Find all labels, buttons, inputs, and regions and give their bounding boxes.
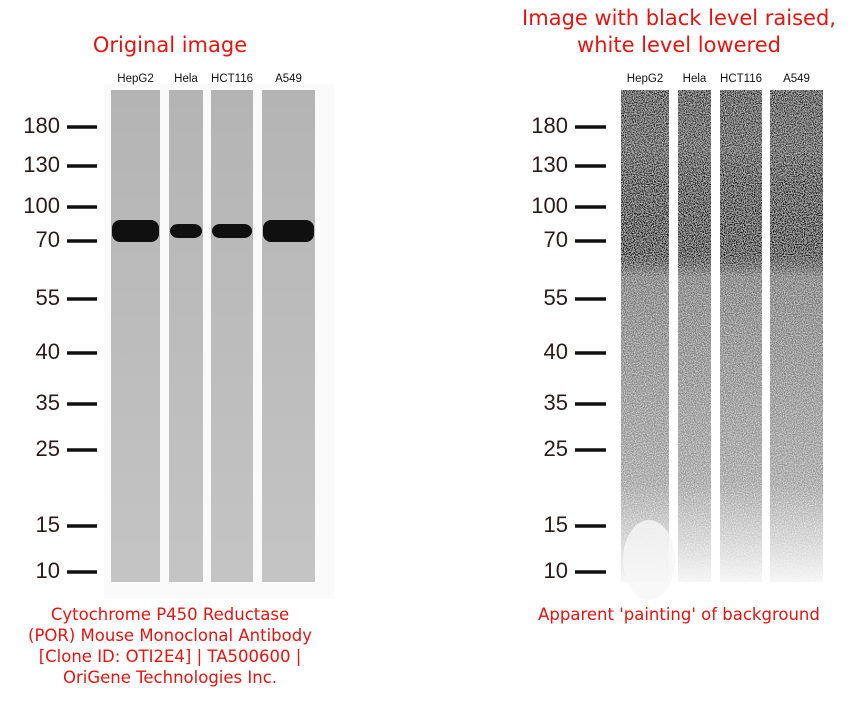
lane-label: A549 [275, 73, 302, 85]
marker-label: 130 [23, 152, 60, 177]
marker-label: 100 [23, 193, 60, 218]
panel-title: Image with black level raised, white lev… [522, 6, 836, 57]
marker-label: 25 [544, 436, 568, 461]
lane [621, 90, 669, 582]
lane [262, 90, 315, 582]
lane-label: Hela [174, 73, 198, 85]
marker-label: 180 [531, 113, 568, 138]
marker-label: 55 [544, 285, 568, 310]
band [212, 224, 252, 238]
lane-label: A549 [783, 73, 810, 85]
lane-label: HepG2 [117, 73, 153, 85]
lane [169, 90, 203, 582]
panel-caption: Apparent 'painting' of background [538, 605, 820, 624]
marker-label: 130 [531, 152, 568, 177]
lane-label: HepG2 [627, 73, 663, 85]
lane-label: HCT116 [720, 73, 762, 85]
lane [678, 90, 711, 582]
lane-label: Hela [683, 73, 707, 85]
marker-label: 25 [36, 436, 60, 461]
marker-label: 70 [36, 227, 60, 252]
marker-label: 35 [544, 390, 568, 415]
marker-label: 180 [23, 113, 60, 138]
marker-label: 100 [531, 193, 568, 218]
marker-label: 40 [544, 339, 568, 364]
marker-label: 35 [36, 390, 60, 415]
band [112, 220, 159, 242]
lane [111, 90, 160, 582]
lane-label: HCT116 [211, 73, 253, 85]
band [170, 224, 202, 238]
marker-label: 70 [544, 227, 568, 252]
marker-label: 10 [544, 558, 568, 583]
lane [720, 90, 762, 582]
panel-title: Original image [92, 33, 248, 57]
lane [211, 90, 253, 582]
marker-label: 40 [36, 339, 60, 364]
band [263, 220, 314, 242]
bright-spot [623, 520, 675, 600]
marker-label: 15 [36, 512, 60, 537]
lane [770, 90, 823, 582]
marker-label: 15 [544, 512, 568, 537]
panel-caption: Cytochrome P450 Reductase (POR) Mouse Mo… [28, 605, 312, 687]
marker-label: 55 [36, 285, 60, 310]
marker-label: 10 [36, 558, 60, 583]
